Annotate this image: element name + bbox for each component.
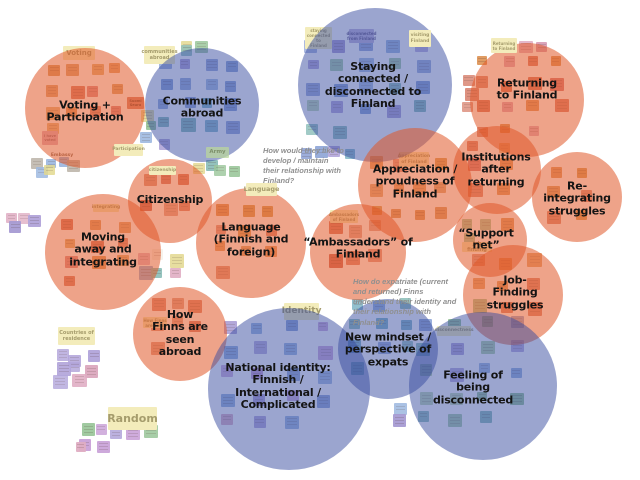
topic-circle-label-ambassadors-of-finland[interactable]: “Ambassadors” of Finland — [303, 235, 413, 261]
mini-sticky[interactable] — [351, 298, 364, 310]
sticky-note-army[interactable]: Army — [206, 147, 229, 158]
topic-circle-label-voting-participation[interactable]: Voting + Participation — [46, 98, 124, 124]
mini-sticky[interactable] — [96, 440, 110, 454]
topic-circle-label-national-identity[interactable]: National identity: Finnish / Internation… — [225, 361, 331, 412]
topic-circle-feeling-disconnected[interactable] — [409, 312, 557, 460]
topic-circle-label-moving-away-integrating[interactable]: Moving away and integrating — [69, 230, 137, 269]
mini-sticky[interactable] — [392, 414, 407, 427]
topic-circle-institutions-after-returning[interactable] — [453, 126, 541, 214]
mini-sticky[interactable] — [300, 148, 313, 160]
research-question-q1[interactable]: How would they like to develop / maintai… — [263, 146, 344, 186]
mini-sticky[interactable] — [462, 74, 475, 87]
topic-circle-label-support-net[interactable]: “Support net” — [458, 226, 514, 252]
topic-circle-label-language[interactable]: Language (Finnish and foreign) — [213, 220, 289, 259]
mini-sticky[interactable] — [192, 163, 205, 175]
category-sticky-countries-of-residence[interactable]: Countries of residence — [58, 327, 95, 345]
topic-circle-label-staying-connected[interactable]: Staying connected / disconnected to Finl… — [324, 60, 422, 111]
mini-sticky[interactable] — [169, 254, 184, 268]
mini-sticky[interactable] — [46, 158, 57, 169]
mini-sticky[interactable] — [462, 102, 473, 113]
topic-circle-language[interactable] — [196, 188, 306, 298]
topic-circle-label-appreciation-proudness[interactable]: Appreciation / proudness of Finland — [372, 162, 458, 201]
mini-sticky[interactable] — [56, 362, 71, 376]
mini-sticky[interactable] — [72, 373, 87, 388]
mini-sticky[interactable] — [56, 349, 70, 361]
mini-sticky[interactable] — [69, 361, 81, 372]
topic-circle-label-institutions-after-returning[interactable]: Institutions after returning — [461, 150, 531, 189]
category-sticky-citizenship[interactable]: citizenship — [149, 166, 176, 175]
category-sticky-participation[interactable]: Participation — [112, 144, 145, 156]
mini-sticky[interactable] — [95, 424, 108, 435]
category-sticky-random[interactable]: Random — [107, 407, 158, 430]
topic-circle-label-new-mindset[interactable]: New mindset / perspective of expats — [344, 330, 432, 369]
mini-sticky[interactable] — [31, 158, 43, 170]
mini-sticky[interactable] — [140, 131, 153, 144]
mini-sticky[interactable] — [53, 375, 68, 389]
topic-circle-label-citizenship[interactable]: Citizenship — [136, 192, 204, 206]
topic-circle-ambassadors-of-finland[interactable] — [310, 204, 406, 300]
topic-circle-label-feeling-disconnected[interactable]: Feeling of being disconnected — [432, 368, 514, 407]
topic-circle-moving-away-integrating[interactable] — [45, 194, 161, 310]
mini-sticky[interactable] — [87, 350, 101, 363]
topic-circle-label-reintegrating-struggles[interactable]: Re-integrating struggles — [543, 179, 611, 218]
topic-circle-communities-abroad[interactable] — [145, 48, 259, 162]
category-sticky-returning-to-finland[interactable]: Returning to Finland — [491, 38, 517, 53]
topic-circle-label-job-finding-struggles[interactable]: Job- Finding struggles — [486, 273, 544, 312]
topic-circle-label-returning-to-finland[interactable]: Returning to Finland — [496, 76, 558, 102]
mini-sticky[interactable] — [476, 55, 488, 66]
mini-sticky[interactable] — [75, 442, 86, 453]
mini-sticky[interactable] — [44, 165, 55, 176]
mini-sticky[interactable] — [169, 267, 181, 279]
mini-sticky[interactable] — [328, 146, 340, 158]
mini-sticky[interactable] — [214, 164, 226, 176]
category-sticky-language[interactable]: Language — [244, 183, 279, 196]
research-question-q2[interactable]: How do expatriate (current and returned)… — [353, 277, 457, 327]
topic-circle-label-communities-abroad[interactable]: Communities abroad — [162, 94, 242, 120]
mini-sticky[interactable] — [109, 427, 123, 439]
mini-sticky[interactable] — [125, 427, 140, 441]
category-sticky-visiting-finland[interactable]: visiting Finland — [409, 30, 431, 47]
mini-sticky[interactable] — [393, 403, 407, 416]
mini-sticky[interactable] — [27, 214, 41, 227]
mini-sticky[interactable] — [36, 167, 48, 179]
mini-sticky[interactable] — [315, 146, 328, 159]
mini-sticky[interactable] — [5, 212, 17, 224]
mini-sticky[interactable] — [206, 160, 218, 172]
mini-sticky[interactable] — [82, 423, 96, 436]
mini-sticky[interactable] — [228, 165, 241, 177]
mini-sticky[interactable] — [18, 212, 31, 224]
mini-sticky[interactable] — [9, 221, 22, 233]
topic-circle-reintegrating-struggles[interactable] — [532, 152, 622, 242]
mini-sticky[interactable] — [84, 364, 99, 378]
topic-circle-label-how-finns-seen-abroad[interactable]: How Finns are seen abroad — [152, 308, 208, 359]
